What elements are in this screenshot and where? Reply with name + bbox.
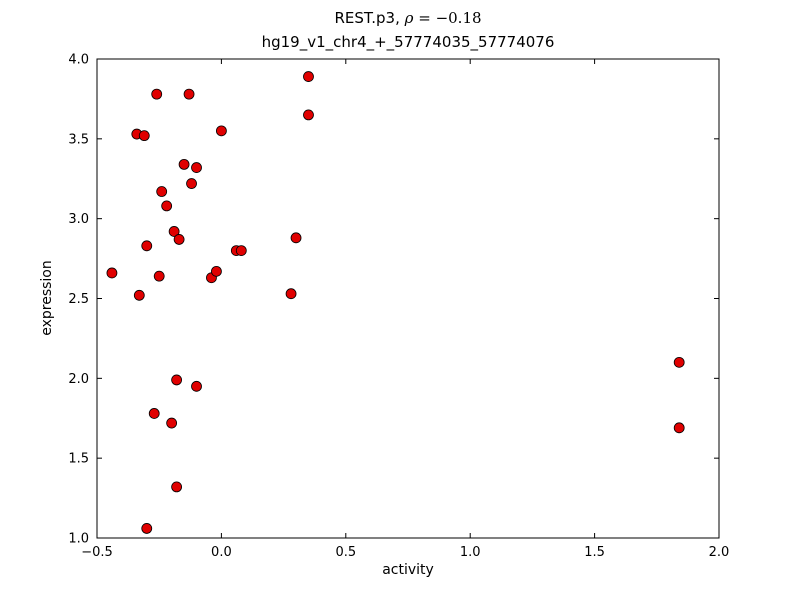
data-point: [171, 374, 183, 386]
data-point: [673, 422, 685, 434]
data-point: [151, 88, 163, 100]
chart-subtitle: hg19_v1_chr4_+_57774035_57774076: [261, 33, 555, 51]
chart-title: REST.p3, ρ = −0.18: [97, 8, 719, 28]
data-point: [161, 200, 173, 212]
data-point: [673, 356, 685, 368]
data-point: [148, 408, 160, 419]
data-point: [173, 234, 185, 245]
data-point: [285, 288, 297, 300]
data-point: [156, 186, 168, 197]
x-tick-label: 2.0: [709, 545, 730, 560]
data-point: [138, 130, 150, 142]
y-tick-label: 1.0: [68, 532, 89, 547]
data-point: [186, 178, 197, 189]
chart-title-rho-symbol: ρ: [404, 9, 414, 27]
y-tick-label: 3.0: [68, 212, 89, 227]
data-point: [211, 265, 222, 277]
data-point: [215, 125, 227, 137]
x-tick-label: 1.5: [584, 545, 605, 560]
x-tick-label: −0.5: [81, 545, 113, 560]
data-point: [166, 417, 178, 429]
x-tick-label: 0.0: [211, 545, 232, 560]
data-point: [153, 270, 165, 282]
data-point: [191, 162, 202, 173]
y-tick-label: 3.5: [68, 132, 89, 147]
chart-title-prefix: REST.p3,: [334, 9, 405, 27]
y-tick-label: 4.0: [68, 53, 89, 68]
data-point: [106, 267, 118, 279]
data-point: [171, 481, 183, 493]
data-point: [141, 523, 153, 534]
data-point: [303, 109, 314, 121]
data-point: [141, 240, 153, 252]
y-axis-label: expression: [39, 260, 55, 336]
y-tick-label: 2.5: [68, 292, 89, 307]
x-tick-label: 0.5: [335, 545, 356, 560]
data-point: [303, 71, 314, 82]
x-tick-label: 1.0: [460, 545, 481, 560]
data-point: [235, 245, 247, 257]
data-point: [168, 226, 180, 237]
data-point: [178, 158, 190, 170]
data-point: [191, 380, 202, 392]
y-tick-label: 2.0: [68, 372, 89, 387]
x-axis-label: activity: [382, 562, 434, 578]
plot-frame: [96, 58, 720, 539]
data-point: [133, 289, 145, 301]
y-tick-label: 1.5: [68, 452, 89, 467]
chart-title-correlation-value: = −0.18: [413, 9, 482, 27]
data-point: [183, 88, 195, 100]
data-point: [290, 232, 302, 244]
